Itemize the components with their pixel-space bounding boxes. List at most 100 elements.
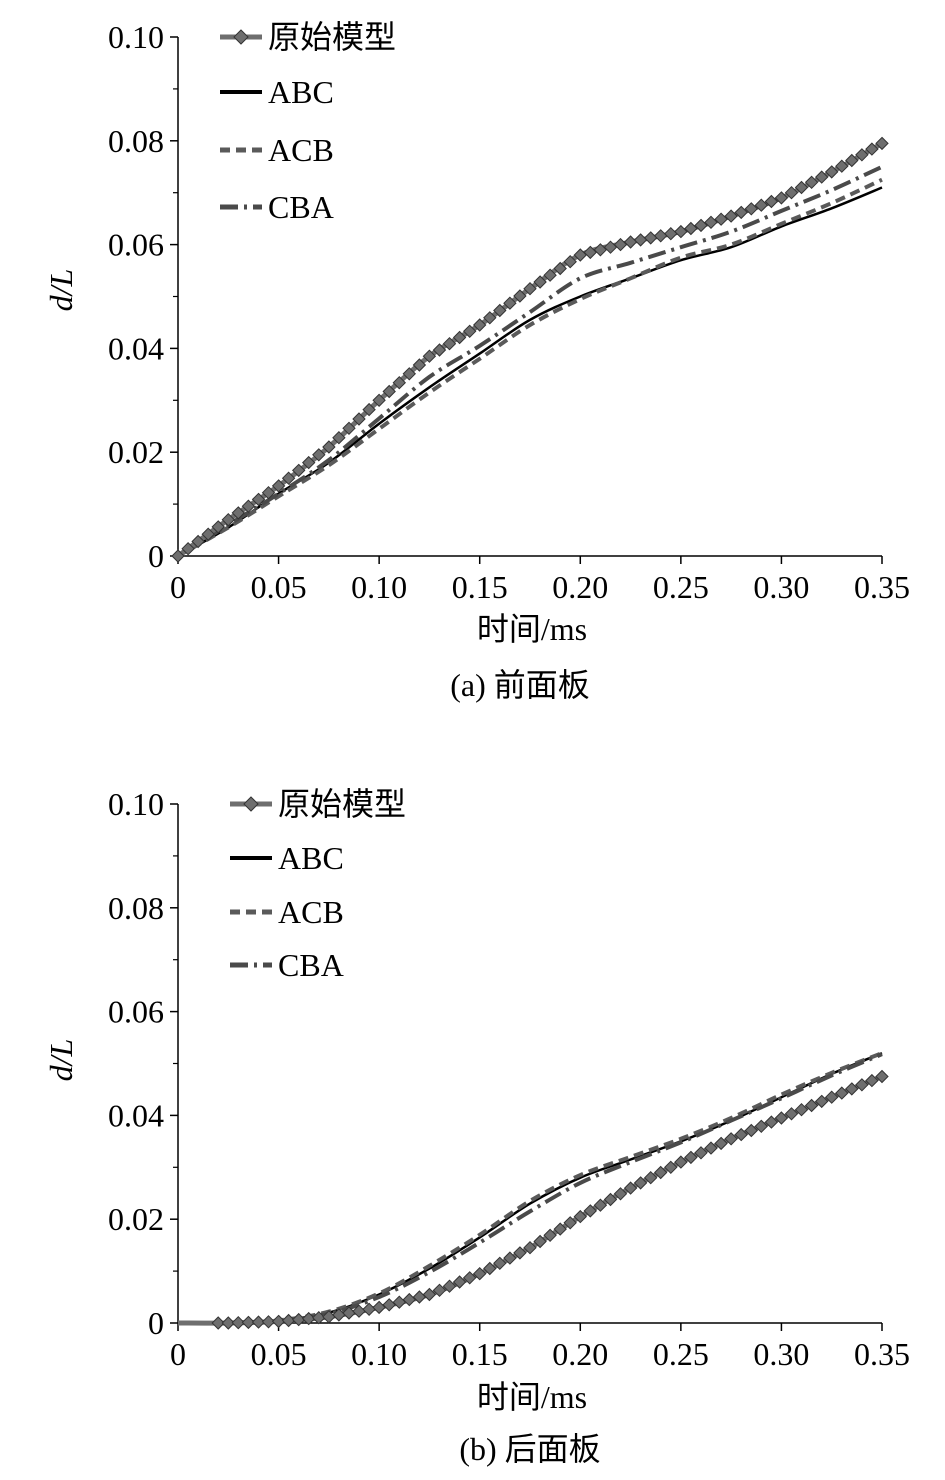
data-point-marker bbox=[583, 1204, 598, 1218]
y-tick-label: 0 bbox=[148, 538, 164, 574]
data-point-marker bbox=[462, 324, 477, 339]
legend-label: CBA bbox=[268, 189, 334, 225]
data-point-marker bbox=[493, 303, 507, 318]
data-point-marker bbox=[633, 1176, 648, 1190]
data-point-marker bbox=[301, 455, 316, 470]
series-group-b bbox=[177, 1051, 889, 1330]
data-point-marker bbox=[312, 1310, 326, 1325]
y-tick-label: 0.08 bbox=[108, 123, 164, 159]
legend-item: ABC bbox=[220, 74, 334, 110]
data-point-marker bbox=[362, 1302, 376, 1317]
data-point-marker bbox=[251, 1315, 266, 1329]
data-point-marker bbox=[623, 235, 638, 249]
data-point-marker bbox=[553, 1222, 567, 1236]
data-point-marker bbox=[442, 336, 457, 351]
data-point-marker bbox=[633, 233, 648, 247]
x-tick-label: 0.15 bbox=[452, 1336, 508, 1372]
data-point-marker bbox=[744, 1123, 759, 1138]
x-tick-label: 0.25 bbox=[653, 569, 709, 605]
y-tick-label: 0.10 bbox=[108, 786, 164, 822]
data-point-marker bbox=[402, 367, 417, 381]
data-point-marker bbox=[754, 198, 769, 212]
x-tick-label: 0.15 bbox=[452, 569, 508, 605]
series-line bbox=[176, 164, 883, 558]
data-point-marker bbox=[784, 1107, 799, 1121]
y-axis-label: d/L bbox=[43, 1039, 79, 1082]
data-point-marker bbox=[261, 1315, 276, 1329]
data-point-marker bbox=[623, 1181, 638, 1195]
y-axis-a: 0 0.02 0.04 0.06 0.08 0.10 bbox=[108, 19, 179, 574]
data-point-marker bbox=[523, 1240, 537, 1255]
data-point-marker bbox=[653, 229, 668, 243]
legend-label: ABC bbox=[268, 74, 334, 110]
data-point-marker bbox=[804, 1098, 819, 1113]
legend-item: ABC bbox=[230, 840, 344, 876]
diamond-marker-icon bbox=[243, 796, 259, 812]
legend: 原始模型 ABC ACB CBA bbox=[220, 19, 396, 225]
legend-label: ABC bbox=[278, 840, 344, 876]
data-point-marker bbox=[603, 1192, 618, 1207]
data-point-marker bbox=[322, 440, 336, 454]
data-point-marker bbox=[875, 1069, 889, 1084]
data-point-marker bbox=[432, 1283, 447, 1298]
legend-label: ACB bbox=[278, 894, 344, 930]
x-axis-label: 时间/ms bbox=[477, 611, 587, 647]
legend-label: 原始模型 bbox=[268, 19, 396, 55]
data-point-marker bbox=[392, 375, 407, 390]
data-point-marker bbox=[462, 1271, 477, 1285]
data-point-marker bbox=[221, 512, 236, 527]
data-point-marker bbox=[472, 318, 487, 332]
data-point-marker bbox=[784, 185, 799, 200]
y-tick-label: 0.06 bbox=[108, 994, 164, 1030]
data-point-marker bbox=[593, 1198, 608, 1212]
data-point-marker bbox=[724, 209, 738, 223]
x-tick-label: 0.20 bbox=[552, 569, 608, 605]
data-point-marker bbox=[483, 1261, 497, 1276]
data-point-marker bbox=[865, 142, 879, 156]
data-point-marker bbox=[865, 1073, 879, 1088]
series-line bbox=[177, 1051, 883, 1326]
data-point-marker bbox=[251, 492, 266, 507]
y-tick-label: 0.10 bbox=[108, 19, 164, 55]
x-tick-label: 0.10 bbox=[351, 1336, 407, 1372]
data-point-marker bbox=[372, 393, 386, 408]
x-tick-label: 0.05 bbox=[251, 569, 307, 605]
data-point-marker bbox=[412, 358, 427, 372]
data-point-marker bbox=[734, 205, 748, 220]
legend-item: ACB bbox=[230, 894, 344, 930]
data-point-marker bbox=[563, 254, 577, 269]
data-point-marker bbox=[764, 1115, 779, 1129]
data-point-marker bbox=[824, 165, 839, 179]
data-point-marker bbox=[191, 534, 205, 549]
data-point-marker bbox=[613, 237, 628, 252]
data-point-marker bbox=[332, 430, 346, 445]
y-tick-label: 0.04 bbox=[108, 330, 164, 366]
data-point-marker bbox=[342, 421, 356, 436]
panel-caption: (b) 后面板 bbox=[459, 1431, 600, 1467]
data-point-marker bbox=[362, 402, 376, 417]
data-point-marker bbox=[754, 1119, 769, 1134]
data-point-marker bbox=[533, 275, 547, 289]
data-point-marker bbox=[814, 1094, 829, 1109]
data-point-marker bbox=[291, 463, 306, 478]
data-point-marker bbox=[312, 448, 326, 462]
data-point-marker bbox=[774, 191, 789, 205]
data-point-marker bbox=[543, 268, 557, 282]
data-point-marker bbox=[503, 1251, 517, 1265]
y-tick-label: 0.06 bbox=[108, 227, 164, 263]
data-point-marker bbox=[643, 231, 658, 245]
data-point-marker bbox=[543, 1228, 557, 1243]
series-line bbox=[177, 177, 883, 558]
data-point-marker bbox=[714, 1136, 728, 1151]
data-point-marker bbox=[221, 1316, 236, 1330]
data-point-marker bbox=[704, 215, 718, 230]
data-point-marker bbox=[442, 1279, 457, 1293]
data-point-marker bbox=[231, 1315, 246, 1330]
data-point-marker bbox=[794, 1102, 809, 1117]
data-point-marker bbox=[503, 296, 517, 310]
data-point-marker bbox=[422, 1287, 437, 1302]
data-point-marker bbox=[452, 330, 467, 345]
data-point-marker bbox=[704, 1141, 718, 1155]
data-point-marker bbox=[694, 1146, 708, 1160]
data-point-marker bbox=[422, 349, 437, 363]
